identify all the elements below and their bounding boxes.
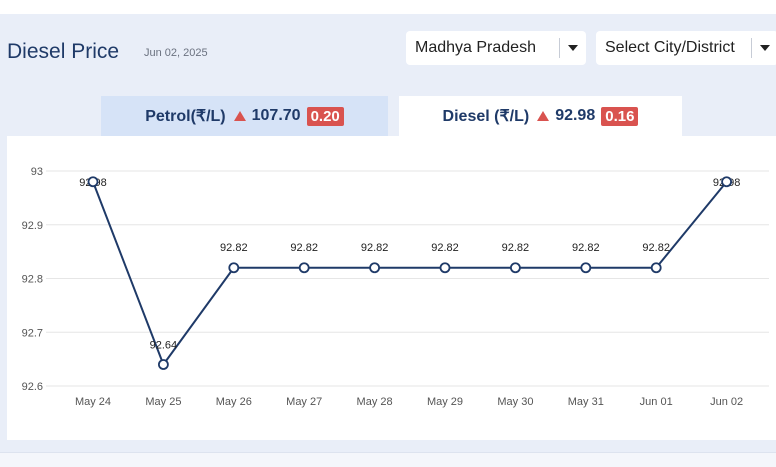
up-arrow-icon — [233, 111, 246, 121]
tab-petrol-price: 107.70 — [251, 107, 301, 124]
tab-diesel-price: 92.98 — [555, 107, 596, 124]
data-point — [439, 262, 451, 274]
data-label: 92.82 — [361, 242, 389, 254]
data-label: 92.82 — [220, 242, 248, 254]
city-select-placeholder: Select City/District — [605, 39, 735, 56]
data-point — [650, 262, 662, 274]
state-select[interactable]: Madhya Pradesh — [406, 31, 586, 65]
tab-diesel-label: Diesel (₹/L) — [442, 108, 530, 125]
tab-petrol-label: Petrol(₹/L) — [145, 108, 226, 125]
data-label: 92.82 — [572, 242, 600, 254]
top-strip — [0, 0, 776, 14]
chart-card: 92.6 92.7 92.8 92.9 93 May 24 May 25 May 26 May … — [7, 136, 776, 440]
x-tick-label: May 29 — [427, 396, 463, 408]
tab-diesel-change-badge: 0.16 — [601, 106, 639, 126]
data-point — [298, 262, 310, 274]
data-point — [509, 262, 521, 274]
data-label: 92.64 — [150, 340, 178, 352]
x-tick-label: May 27 — [286, 396, 322, 408]
y-tick-label: 92.6 — [22, 381, 43, 393]
x-tick-label: May 26 — [216, 396, 252, 408]
chevron-down-icon[interactable] — [568, 45, 578, 51]
data-label: 92.82 — [290, 242, 318, 254]
series-line — [92, 181, 728, 367]
page-date: Jun 02, 2025 — [144, 47, 208, 59]
tab-diesel[interactable]: Diesel (₹/L) 92.98 0.16 — [399, 96, 682, 136]
y-tick-label: 92.7 — [22, 327, 43, 339]
page-title: Diesel Price — [7, 40, 120, 63]
state-select-value: Madhya Pradesh — [415, 39, 536, 56]
data-label: 92.82 — [642, 242, 670, 254]
y-tick-label: 92.8 — [22, 274, 43, 286]
tab-petrol-change-badge: 0.20 — [306, 106, 344, 126]
data-point — [228, 262, 240, 274]
city-select[interactable]: Select City/District — [596, 31, 776, 65]
x-tick-label: Jun 01 — [640, 396, 673, 408]
data-point — [87, 176, 99, 188]
data-point — [580, 262, 592, 274]
x-tick-label: Jun 02 — [710, 396, 743, 408]
data-label: 92.82 — [431, 242, 459, 254]
x-tick-label: May 25 — [145, 396, 181, 408]
tab-petrol[interactable]: Petrol(₹/L) 107.70 0.20 — [101, 96, 388, 136]
data-point — [157, 359, 169, 370]
y-tick-label: 93 — [31, 166, 43, 178]
x-tick-label: May 31 — [568, 396, 604, 408]
data-label: 92.82 — [502, 242, 530, 254]
chevron-down-icon[interactable] — [760, 45, 770, 51]
price-line-chart: 92.6 92.7 92.8 92.9 93 May 24 May 25 May 26 May … — [22, 166, 769, 408]
x-tick-label: May 28 — [357, 396, 393, 408]
y-tick-label: 92.9 — [22, 220, 43, 232]
x-tick-label: May 30 — [497, 396, 533, 408]
data-point — [721, 176, 732, 188]
select-divider — [751, 38, 752, 58]
select-divider — [559, 38, 560, 58]
bottom-strip — [0, 452, 776, 467]
data-point — [369, 262, 381, 274]
x-tick-label: May 24 — [75, 396, 111, 408]
up-arrow-icon — [537, 111, 550, 121]
